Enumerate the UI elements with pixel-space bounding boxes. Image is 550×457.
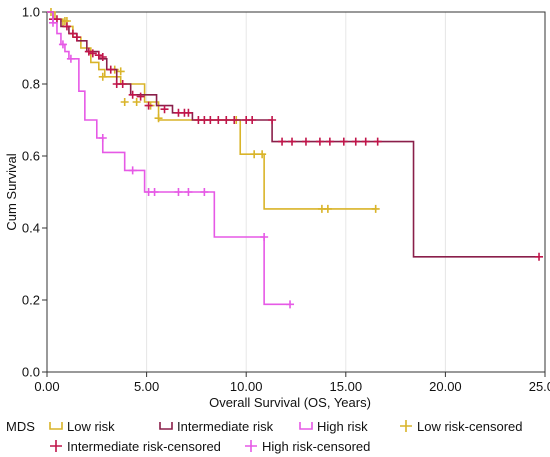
x-tick-label-4: 20.00 <box>429 379 462 394</box>
censor-mark-0-3 <box>98 72 107 81</box>
legend-swatch-0 <box>49 422 63 430</box>
censor-mark-2-6 <box>150 188 159 196</box>
censor-mark-1-23 <box>222 116 231 124</box>
censor-mark-1-22 <box>214 116 223 124</box>
plot-frame <box>46 11 546 373</box>
legend-item-5: High risk-censored <box>245 439 370 454</box>
legend-swatch-3 <box>400 420 412 432</box>
censor-mark-1-28 <box>278 137 287 146</box>
censor-mark-1-37 <box>535 252 544 261</box>
censor-mark-1-7 <box>94 51 103 60</box>
y-tick-label-5: 1.0 <box>22 5 40 20</box>
censor-mark-0-12 <box>258 150 267 159</box>
censor-mark-1-32 <box>325 137 334 146</box>
series-line-0 <box>47 11 376 210</box>
censor-mark-2-8 <box>184 188 193 196</box>
censor-mark-1-34 <box>351 137 360 146</box>
censor-mark-1-4 <box>72 33 81 42</box>
x-tick-label-3: 15.00 <box>330 379 363 394</box>
legend-label-5: High risk-censored <box>262 439 370 454</box>
y-tick-label-0: 0.0 <box>22 365 40 380</box>
y-tick-label-4: 0.8 <box>22 77 40 92</box>
y-tick-label-2: 0.4 <box>22 221 40 236</box>
censor-mark-1-8 <box>98 53 107 61</box>
censor-mark-1-24 <box>230 116 239 124</box>
censor-mark-2-2 <box>66 54 75 63</box>
censor-mark-1-29 <box>288 137 297 146</box>
censor-mark-1-14 <box>144 101 153 110</box>
censor-mark-1-11 <box>118 80 127 88</box>
censor-mark-0-14 <box>323 204 332 213</box>
y-tick-label-3: 0.6 <box>22 149 40 164</box>
censor-mark-2-9 <box>200 188 209 196</box>
legend-label-2: High risk <box>317 419 368 434</box>
legend-swatch-5 <box>245 440 257 452</box>
censor-mark-0-7 <box>132 98 141 106</box>
censor-mark-2-0 <box>48 18 57 27</box>
censor-mark-1-30 <box>301 137 310 146</box>
censor-mark-2-11 <box>286 300 295 309</box>
x-tick-label-1: 5.00 <box>134 379 159 394</box>
legend-swatch-4 <box>50 440 62 452</box>
legend-item-1: Intermediate risk <box>159 419 274 434</box>
censor-mark-1-5 <box>84 47 93 56</box>
censor-mark-2-10 <box>260 233 269 241</box>
legend-label-4: Intermediate risk-censored <box>67 439 221 454</box>
censor-mark-2-4 <box>128 166 137 175</box>
legend-item-2: High risk <box>299 419 368 434</box>
censor-mark-1-35 <box>361 137 370 146</box>
censor-mark-1-1 <box>52 15 61 24</box>
censor-mark-2-3 <box>98 134 107 142</box>
legend-item-4: Intermediate risk-censored <box>50 439 221 454</box>
censor-mark-1-6 <box>88 49 97 58</box>
legend-swatch-1 <box>159 422 173 430</box>
censor-mark-0-9 <box>154 114 163 123</box>
x-axis-title: Overall Survival (OS, Years) <box>209 395 371 410</box>
series-layer <box>46 8 544 309</box>
y-axis-title: Cum Survival <box>4 153 19 230</box>
legend-label-1: Intermediate risk <box>177 419 274 434</box>
y-tick-label-1: 0.2 <box>22 293 40 308</box>
censor-mark-0-11 <box>250 150 259 159</box>
censor-mark-1-15 <box>160 105 169 114</box>
series-line-1 <box>47 11 540 258</box>
censor-mark-0-5 <box>116 67 125 76</box>
censor-mark-1-3 <box>68 29 77 38</box>
censor-mark-0-6 <box>120 98 129 106</box>
censor-mark-1-12 <box>128 90 137 99</box>
censor-mark-1-18 <box>184 108 193 117</box>
legend-label-3: Low risk-censored <box>417 419 523 434</box>
censor-mark-2-1 <box>58 40 67 49</box>
legend-title: MDS <box>6 419 35 434</box>
censor-mark-2-7 <box>174 188 183 196</box>
censor-mark-1-26 <box>248 116 257 124</box>
censor-mark-1-2 <box>62 22 71 31</box>
censor-mark-1-27 <box>268 116 277 124</box>
censor-mark-1-31 <box>315 137 324 146</box>
censor-mark-1-36 <box>373 137 382 146</box>
censor-mark-1-21 <box>206 116 215 124</box>
censor-mark-1-13 <box>136 92 145 101</box>
legend-swatch-2 <box>299 422 313 430</box>
axis-ticks: 0.00 5.00 10.00 15.00 20.00 25.00 0.0 0.2 0.4 0.6… <box>22 5 550 395</box>
gridlines <box>46 12 546 372</box>
censor-mark-1-9 <box>106 65 115 74</box>
legend: MDS Low risk Intermediate risk High risk Lo… <box>6 419 523 454</box>
x-tick-label-5: 25.00 <box>529 379 550 394</box>
legend-item-0: Low risk <box>49 419 115 434</box>
x-tick-label-0: 0.00 <box>34 379 59 394</box>
censor-mark-0-15 <box>371 204 380 213</box>
x-tick-label-2: 10.00 <box>230 379 263 394</box>
legend-label-0: Low risk <box>67 419 115 434</box>
legend-item-3: Low risk-censored <box>400 419 523 434</box>
censor-mark-1-33 <box>339 137 348 146</box>
